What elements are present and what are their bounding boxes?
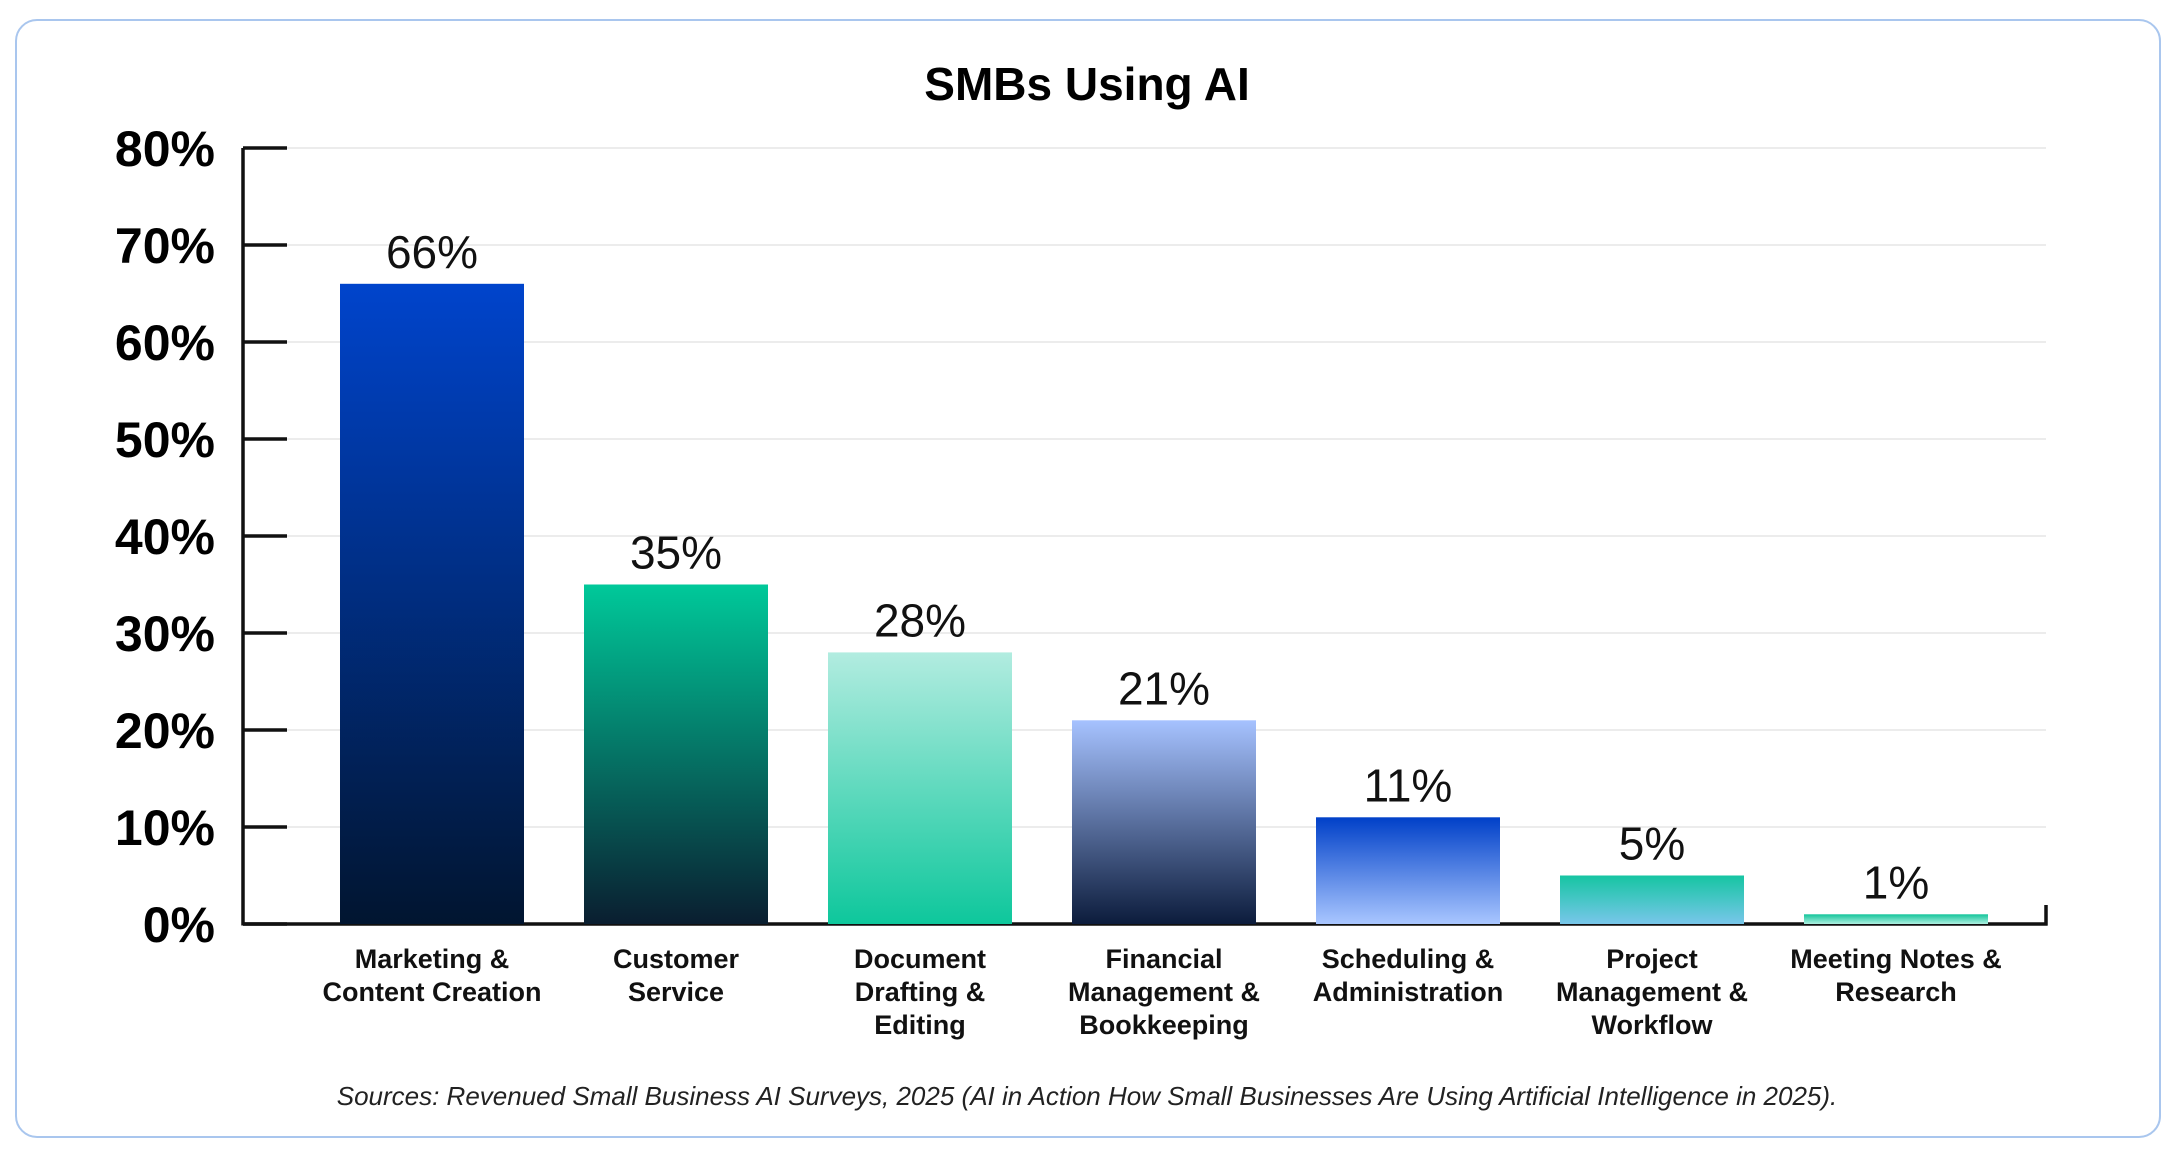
bar <box>828 652 1012 924</box>
bar-value-label: 11% <box>1364 759 1453 811</box>
category-label: Financial Management & Bookkeeping <box>1068 944 1260 1040</box>
y-axis-ticks: 0% 10% 20% 30% 40% 50% 60% 70% 80% <box>115 121 287 953</box>
category-label-line: Content Creation <box>323 977 542 1007</box>
category-label: Marketing & Content Creation <box>323 944 542 1007</box>
category-label-line: Financial <box>1105 944 1222 974</box>
category-labels: Marketing & Content Creation Customer Servi… <box>323 944 2002 1040</box>
category-label-line: Scheduling & <box>1322 944 1495 974</box>
y-tick-label: 50% <box>115 412 215 468</box>
bar-value-label: 66% <box>386 226 478 278</box>
y-tick-label: 0% <box>143 897 215 953</box>
bar-value-label: 35% <box>630 527 722 579</box>
gridlines <box>243 147 2046 828</box>
category-label-line: Workflow <box>1592 1010 1714 1040</box>
value-labels: 66% 35% 28% 21% 11% 5% 1% <box>386 226 1929 909</box>
bars <box>340 283 1988 924</box>
bar-value-label: 1% <box>1863 856 1929 908</box>
bar-value-label: 5% <box>1619 818 1685 870</box>
y-tick-label: 10% <box>115 800 215 856</box>
bar-value-label: 21% <box>1118 662 1210 714</box>
category-label-line: Document <box>854 944 986 974</box>
category-label: Document Drafting & Editing <box>854 944 986 1040</box>
source-note: Sources: Revenued Small Business AI Surv… <box>337 1081 1838 1111</box>
category-label-line: Project <box>1606 944 1698 974</box>
y-tick-label: 80% <box>115 121 215 177</box>
category-label-line: Research <box>1835 977 1957 1007</box>
y-tick-label: 30% <box>115 606 215 662</box>
category-label-line: Bookkeeping <box>1079 1010 1249 1040</box>
category-label-line: Administration <box>1313 977 1504 1007</box>
bar <box>1804 914 1988 924</box>
y-tick-label: 20% <box>115 703 215 759</box>
category-label-line: Meeting Notes & <box>1790 944 2002 974</box>
bar <box>584 584 768 924</box>
category-label-line: Service <box>628 977 724 1007</box>
bar-value-label: 28% <box>874 594 966 646</box>
category-label: Scheduling & Administration <box>1313 944 1504 1007</box>
category-label-line: Editing <box>874 1010 965 1040</box>
y-tick-label: 70% <box>115 218 215 274</box>
y-tick-label: 40% <box>115 509 215 565</box>
category-label-line: Management & <box>1556 977 1748 1007</box>
bar <box>1560 875 1744 924</box>
y-tick-label: 60% <box>115 315 215 371</box>
category-label-line: Drafting & <box>855 977 986 1007</box>
category-label: Customer Service <box>613 944 740 1007</box>
category-label-line: Customer <box>613 944 740 974</box>
bar <box>340 283 524 924</box>
category-label-line: Marketing & <box>355 944 510 974</box>
chart-title: SMBs Using AI <box>924 58 1249 110</box>
category-label: Meeting Notes & Research <box>1790 944 2002 1007</box>
bar <box>1316 817 1500 924</box>
category-label-line: Management & <box>1068 977 1260 1007</box>
bar <box>1072 720 1256 924</box>
category-label: Project Management & Workflow <box>1556 944 1748 1040</box>
